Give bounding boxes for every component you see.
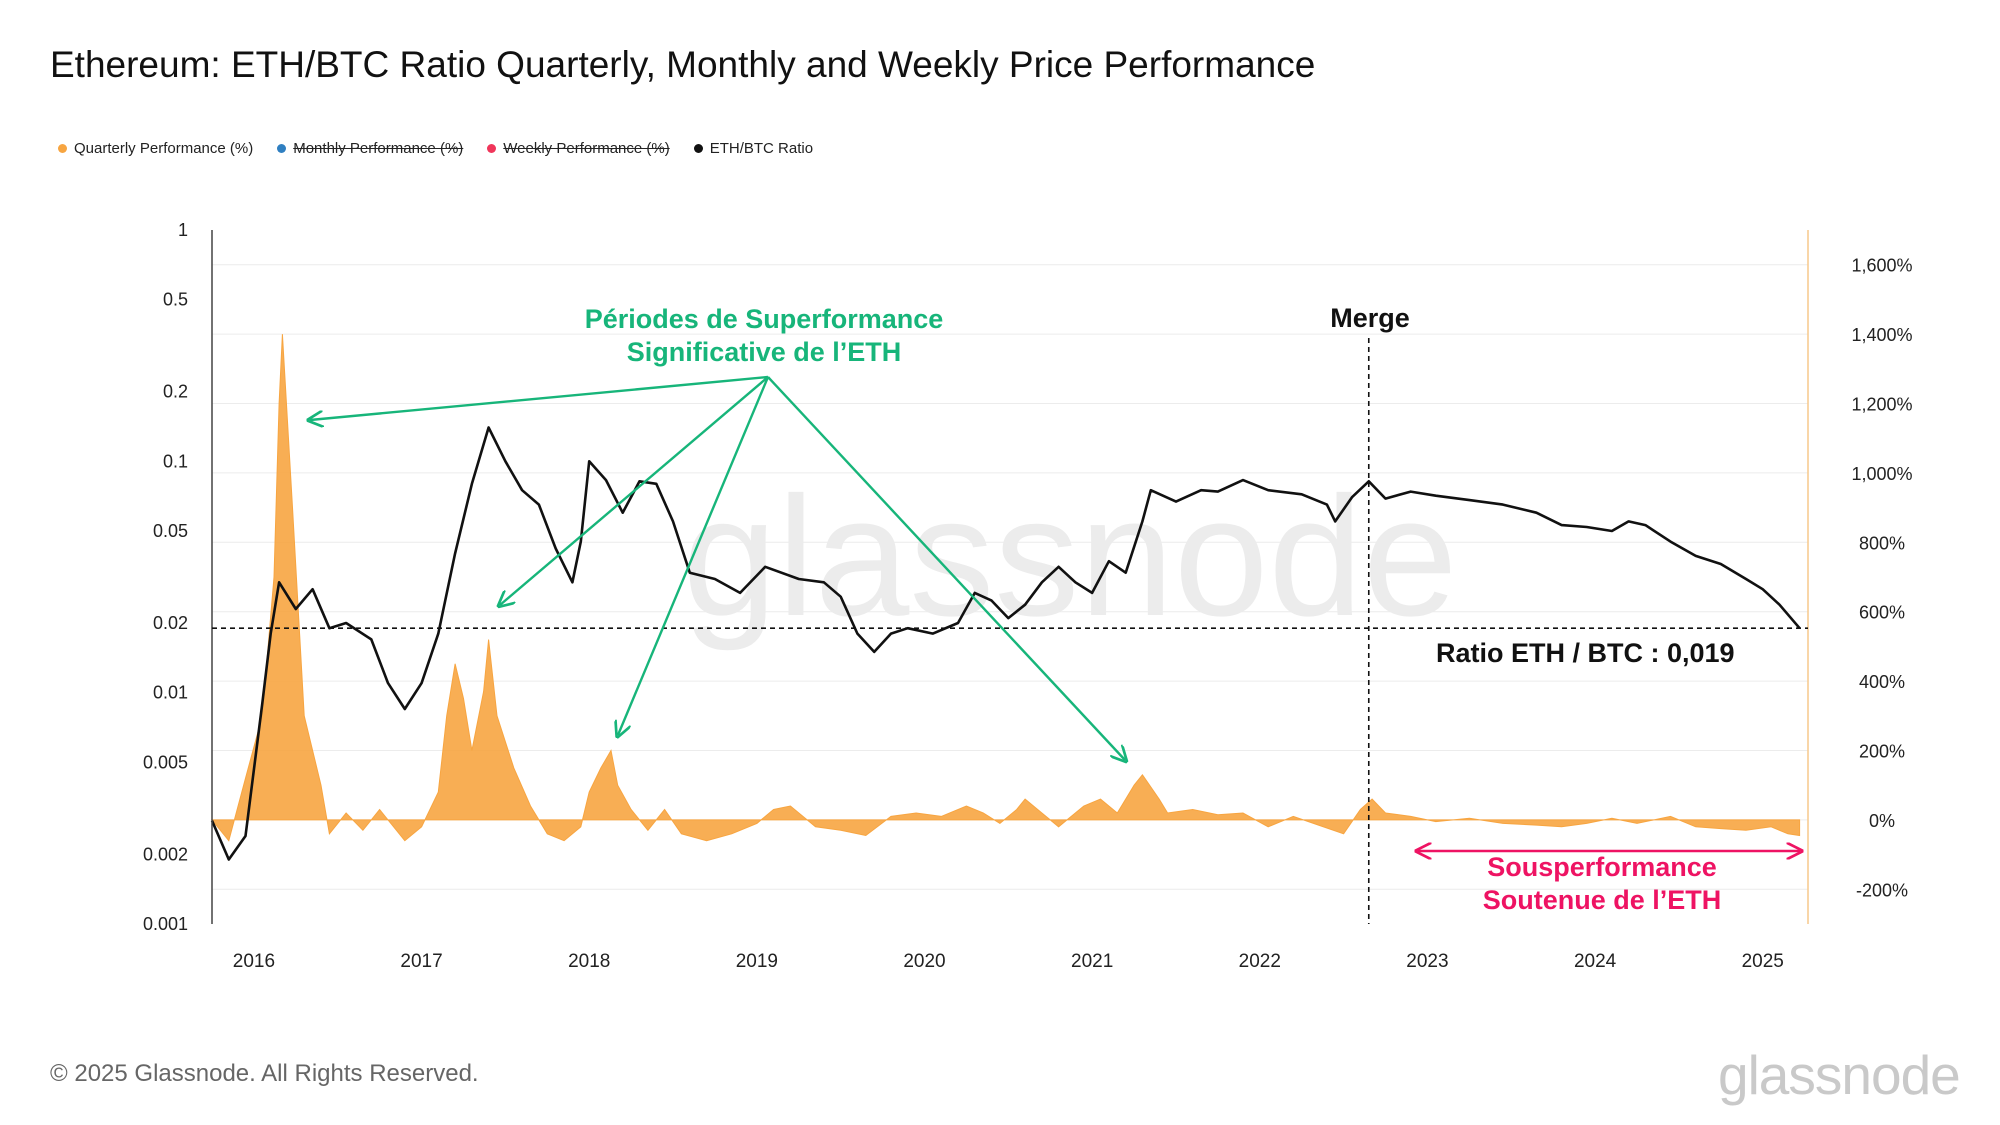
- x-axis-tick-label: 2018: [568, 951, 610, 972]
- underperformance-label-line1: Sousperformance: [1487, 852, 1717, 882]
- right-axis-tick-label: 1,000%: [1851, 464, 1912, 484]
- ratio-label: Ratio ETH / BTC : 0,019: [1436, 638, 1735, 668]
- x-axis-tick-label: 2020: [903, 951, 945, 972]
- right-axis-tick-label: 200%: [1859, 742, 1905, 762]
- legend-item-monthly[interactable]: Monthly Performance (%): [277, 140, 463, 157]
- copyright-text: © 2025 Glassnode. All Rights Reserved.: [50, 1060, 479, 1087]
- left-axis-tick-label: 0.02: [153, 613, 188, 633]
- eth-btc-ratio-line: [210, 426, 1801, 861]
- legend-label-weekly: Weekly Performance (%): [503, 140, 670, 157]
- x-axis-tick-label: 2021: [1071, 951, 1113, 972]
- outperformance-label-line1: Périodes de Superformance: [585, 304, 944, 334]
- legend-dot-monthly: [277, 144, 287, 153]
- left-axis-tick-label: 0.2: [163, 382, 188, 402]
- right-axis-tick-label: -200%: [1856, 880, 1908, 900]
- left-axis-tick-label: 0.5: [163, 290, 188, 310]
- annotations: Périodes de Superformance Significative …: [212, 303, 1808, 924]
- eth-btc-ratio-series: [210, 426, 1801, 861]
- x-axis-tick-label: 2023: [1406, 951, 1448, 972]
- right-axis-tick-label: 600%: [1859, 603, 1905, 623]
- right-axis-tick-label: 800%: [1859, 533, 1905, 553]
- x-axis-tick-label: 2016: [233, 951, 275, 972]
- right-axis-tick-label: 1,400%: [1851, 325, 1912, 345]
- right-axis-tick-label: 0%: [1869, 811, 1895, 831]
- x-axis-tick-label: 2017: [400, 951, 442, 972]
- merge-label: Merge: [1330, 303, 1410, 333]
- chart-title: Ethereum: ETH/BTC Ratio Quarterly, Month…: [50, 44, 1316, 85]
- legend-label-monthly: Monthly Performance (%): [293, 140, 464, 157]
- underperformance-label-line2: Soutenue de l’ETH: [1483, 885, 1722, 915]
- left-axis-tick-label: 0.002: [143, 844, 188, 864]
- legend-dot-weekly: [487, 144, 497, 153]
- legend-label-quarterly: Quarterly Performance (%): [74, 140, 254, 157]
- outperformance-arrow: [310, 375, 769, 420]
- quarterly-performance-area: [210, 334, 1801, 842]
- x-axis-tick-label: 2025: [1742, 951, 1784, 972]
- left-axis-tick-label: 0.1: [163, 451, 188, 471]
- chart-legend: Quarterly Performance (%) Monthly Perfor…: [58, 140, 837, 157]
- right-axis-tick-label: 1,200%: [1851, 395, 1912, 415]
- legend-item-weekly[interactable]: Weekly Performance (%): [487, 140, 670, 157]
- legend-dot-quarterly: [58, 144, 67, 153]
- left-axis-tick-label: 1: [178, 220, 188, 240]
- legend-label-ratio: ETH/BTC Ratio: [709, 140, 814, 157]
- watermark: glassnode: [682, 462, 1457, 652]
- x-axis-tick-label: 2024: [1574, 951, 1617, 972]
- quarterly-performance-series: [210, 334, 1801, 842]
- x-axis-tick-label: 2019: [736, 951, 778, 972]
- left-axis-tick-label: 0.001: [143, 914, 188, 934]
- left-axis-tick-label: 0.005: [143, 752, 188, 772]
- outperformance-label-line2: Significative de l’ETH: [627, 337, 902, 367]
- legend-dot-ratio: [693, 144, 703, 153]
- legend-item-quarterly[interactable]: Quarterly Performance (%): [58, 140, 253, 157]
- left-axis-tick-label: 0.01: [153, 683, 188, 703]
- outperformance-arrow: [767, 376, 1125, 760]
- brand-logo: glassnode: [1718, 1044, 1961, 1106]
- legend-item-ratio[interactable]: ETH/BTC Ratio: [693, 140, 814, 157]
- outperformance-arrow: [618, 376, 770, 735]
- right-axis-tick-label: 1,600%: [1851, 256, 1912, 276]
- right-axis-tick-label: 400%: [1859, 672, 1905, 692]
- x-axis-tick-label: 2022: [1239, 951, 1281, 972]
- outperformance-arrow: [500, 376, 769, 605]
- axes: 1,600% 1,400% 1,200% 1,000% 800% 600% 400% 200%…: [143, 220, 1913, 972]
- left-axis-tick-label: 0.05: [153, 521, 188, 541]
